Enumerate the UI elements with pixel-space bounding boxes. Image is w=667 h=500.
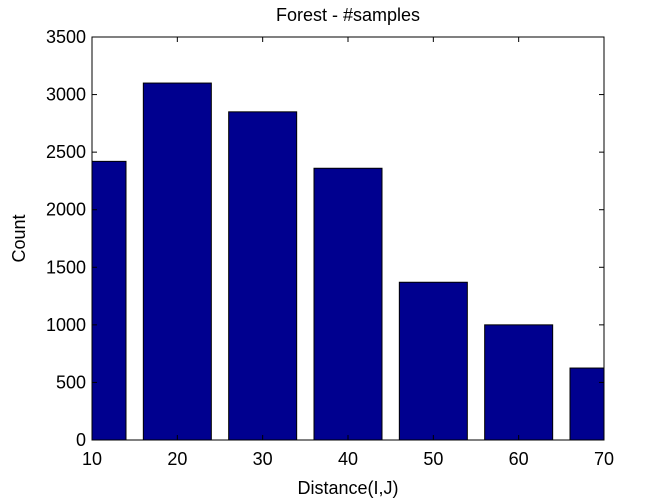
bar-50: [398, 281, 468, 440]
y-tick-label: 1500: [46, 257, 86, 277]
y-tick-label: 3000: [46, 85, 86, 105]
y-tick-label: 1000: [46, 315, 86, 335]
chart-title: Forest - #samples: [276, 5, 420, 25]
x-tick-labels: 10 20 30 40 50 60 70: [82, 449, 614, 469]
y-tick-label: 0: [76, 430, 86, 450]
bar-70: [569, 367, 604, 440]
bar-10: [92, 160, 127, 440]
x-tick-label: 40: [338, 449, 358, 469]
bar-60: [484, 324, 554, 440]
x-tick-label: 50: [423, 449, 443, 469]
bar-20: [142, 82, 212, 440]
x-tick-label: 20: [167, 449, 187, 469]
y-axis-label: Count: [9, 214, 29, 262]
y-tick-label: 2000: [46, 200, 86, 220]
x-tick-label: 70: [594, 449, 614, 469]
y-tick-labels: 0 500 1000 1500 2000 2500 3000 3500: [46, 27, 86, 450]
x-tick-label: 60: [509, 449, 529, 469]
y-tick-label: 2500: [46, 142, 86, 162]
bars-layer: [92, 82, 604, 440]
ticks-layer: [91, 36, 605, 441]
bar-30: [228, 111, 298, 440]
x-tick-label: 30: [253, 449, 273, 469]
y-tick-label: 3500: [46, 27, 86, 47]
x-axis-label: Distance(I,J): [297, 478, 398, 498]
bar-40: [313, 167, 383, 440]
x-tick-label: 10: [82, 449, 102, 469]
y-tick-label: 500: [56, 372, 86, 392]
